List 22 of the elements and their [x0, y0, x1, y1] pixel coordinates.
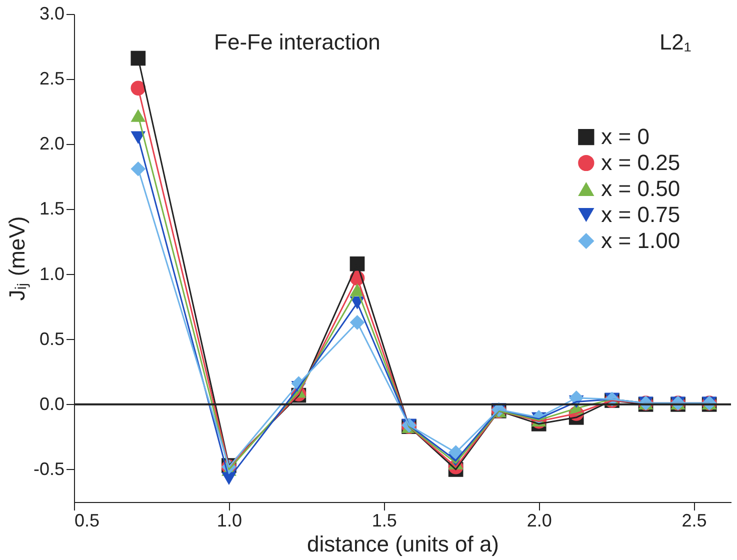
x-tick-label: 0.5: [74, 510, 100, 530]
y-tick-label: 1.5: [39, 198, 64, 219]
y-tick-label: 3.0: [39, 4, 64, 24]
x-tick-label: 1.0: [216, 510, 242, 530]
legend-label: x = 0: [601, 124, 650, 149]
legend-label: x = 1.00: [601, 228, 680, 253]
y-tick-label: 1.0: [39, 264, 64, 284]
x-tick-label: 2.5: [682, 510, 707, 530]
y-tick-label: 2.5: [39, 68, 64, 89]
y-tick-label: -0.5: [33, 458, 64, 479]
y-tick-label: 2.0: [39, 134, 64, 154]
y-axis-title: Jᵢⱼ (meV): [4, 216, 30, 301]
annotation: Fe-Fe interaction: [214, 30, 380, 54]
legend-label: x = 0.25: [601, 150, 680, 175]
annotation: L2₁: [659, 30, 692, 54]
y-tick-label: 0.0: [39, 394, 64, 414]
legend-label: x = 0.75: [601, 202, 680, 227]
y-tick-label: 0.5: [39, 328, 64, 349]
x-tick-label: 2.0: [526, 510, 552, 530]
x-tick-label: 1.5: [372, 510, 397, 530]
x-axis-title: distance (units of a): [307, 532, 499, 556]
legend-label: x = 0.50: [601, 176, 680, 201]
